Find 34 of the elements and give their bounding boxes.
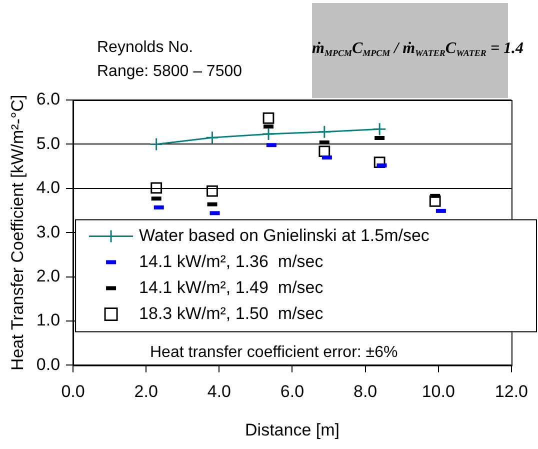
y-tick-label: 6.0 xyxy=(36,90,60,109)
x-tick-label: 12.0 xyxy=(494,382,528,402)
x-axis-title: Distance [m] xyxy=(245,420,340,440)
y-axis-title: Heat Transfer Coefficient [kW/m²-°C] xyxy=(8,94,27,370)
legend-label: Water based on Gnielinski at 1.5m/sec xyxy=(139,226,430,245)
point xyxy=(372,122,386,136)
x-tick-label: 8.0 xyxy=(353,382,378,402)
point xyxy=(150,182,162,194)
point xyxy=(206,185,218,197)
text: Reynolds No. Range: 5800 – 7500 xyxy=(97,38,242,82)
point xyxy=(262,127,276,141)
legend-label: 14.1 kW/m², 1.36 m/sec xyxy=(139,252,324,271)
y-tick-label: 4.0 xyxy=(36,178,60,198)
point xyxy=(318,146,330,157)
text: ṁ$_{MPCM}$C$_{MPCM}$ / ṁ$_{WATER}$C$_{WATER}$ = 1.4 xyxy=(312,40,524,58)
y-tick-label: 0.0 xyxy=(36,354,60,374)
point xyxy=(318,125,332,139)
point xyxy=(429,196,441,207)
point xyxy=(150,137,164,151)
legend-label: 18.3 kW/m², 1.50 m/sec xyxy=(139,304,324,323)
legend-label: 14.1 kW/m², 1.49 m/sec xyxy=(139,278,324,297)
x-tick-label: 2.0 xyxy=(134,382,158,402)
y-tick-label: 2.0 xyxy=(36,266,60,286)
point xyxy=(262,112,274,124)
annotation: Heat transfer coefficient error: ±6% xyxy=(150,343,399,363)
y-tick-label: 1.0 xyxy=(36,310,60,330)
x-tick-label: 0.0 xyxy=(61,382,85,402)
x-tick-label: 4.0 xyxy=(207,382,231,402)
y-tick-label: 3.0 xyxy=(36,222,60,242)
x-tick-label: 10.0 xyxy=(422,382,455,402)
y-tick-label: 5.0 xyxy=(36,134,60,153)
point xyxy=(205,130,219,144)
point xyxy=(374,156,386,168)
x-tick-label: 6.0 xyxy=(280,382,304,402)
